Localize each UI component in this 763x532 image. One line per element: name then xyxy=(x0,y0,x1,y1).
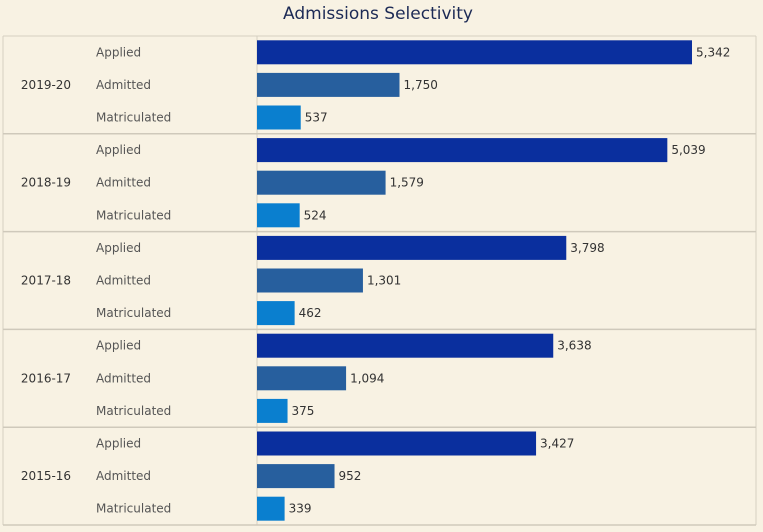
category-label: Admitted xyxy=(96,78,151,92)
data-label: 3,427 xyxy=(540,437,574,451)
category-label: Matriculated xyxy=(96,404,171,418)
year-label: 2018-19 xyxy=(21,176,71,190)
data-label: 462 xyxy=(299,306,322,320)
bar-matriculated xyxy=(257,105,301,130)
chart-title: Admissions Selectivity xyxy=(283,4,473,24)
bar-matriculated xyxy=(257,203,300,228)
data-label: 5,039 xyxy=(671,143,705,157)
data-label: 5,342 xyxy=(696,45,730,59)
bar-admitted xyxy=(257,170,386,195)
category-label: Matriculated xyxy=(96,502,171,516)
bar-matriculated xyxy=(257,301,295,326)
category-label: Admitted xyxy=(96,274,151,288)
data-label: 1,750 xyxy=(404,78,438,92)
year-label: 2019-20 xyxy=(21,78,71,92)
category-label: Applied xyxy=(96,45,141,59)
bar-applied xyxy=(257,431,537,456)
data-label: 3,798 xyxy=(570,241,604,255)
bar-applied xyxy=(257,235,567,260)
data-label: 3,638 xyxy=(557,339,591,353)
category-label: Admitted xyxy=(96,371,151,385)
year-label: 2015-16 xyxy=(21,469,71,483)
category-label: Matriculated xyxy=(96,111,171,125)
category-label: Admitted xyxy=(96,469,151,483)
category-label: Applied xyxy=(96,437,141,451)
data-label: 375 xyxy=(292,404,315,418)
category-label: Applied xyxy=(96,241,141,255)
data-label: 524 xyxy=(304,208,327,222)
bar-admitted xyxy=(257,366,347,391)
data-label: 339 xyxy=(289,502,312,516)
data-label: 1,094 xyxy=(350,371,384,385)
category-label: Admitted xyxy=(96,176,151,190)
bar-applied xyxy=(257,40,692,65)
data-label: 537 xyxy=(305,111,328,125)
year-label: 2016-17 xyxy=(21,371,71,385)
category-label: Applied xyxy=(96,339,141,353)
bar-admitted xyxy=(257,268,363,293)
bar-applied xyxy=(257,333,554,358)
category-label: Applied xyxy=(96,143,141,157)
category-label: Matriculated xyxy=(96,306,171,320)
bar-applied xyxy=(257,138,668,163)
category-label: Matriculated xyxy=(96,208,171,222)
bar-admitted xyxy=(257,72,400,97)
year-label: 2017-18 xyxy=(21,274,71,288)
data-label: 1,301 xyxy=(367,274,401,288)
data-label: 952 xyxy=(339,469,362,483)
bar-admitted xyxy=(257,464,335,489)
bar-matriculated xyxy=(257,496,285,521)
data-label: 1,579 xyxy=(390,176,424,190)
bar-matriculated xyxy=(257,398,288,423)
